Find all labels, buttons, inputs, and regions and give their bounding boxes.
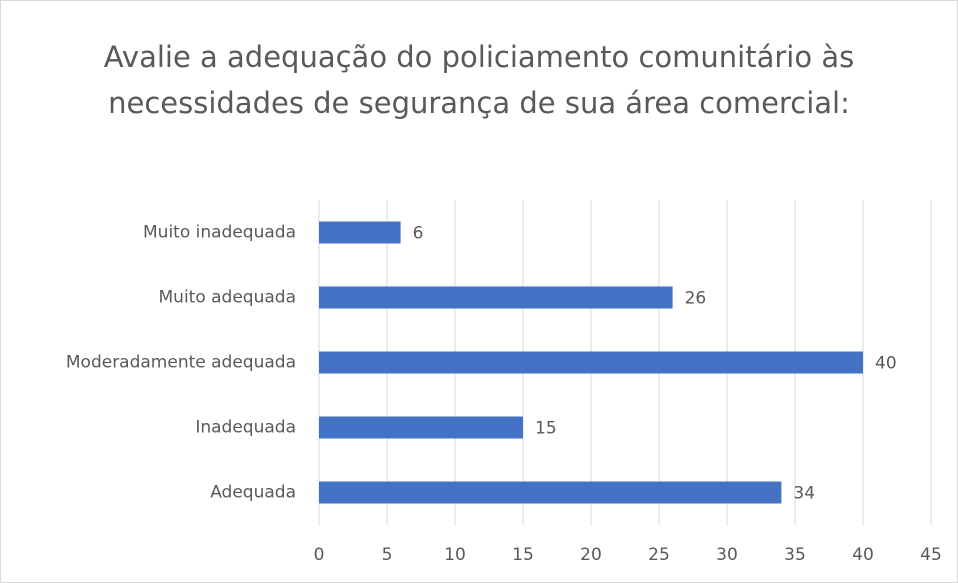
x-tick-label: 15 (512, 545, 534, 565)
x-tick-label: 10 (444, 545, 466, 565)
data-label: 26 (685, 289, 707, 309)
x-tick-label: 40 (852, 545, 874, 565)
x-tick-label: 20 (580, 545, 602, 565)
bar (319, 416, 523, 439)
data-label: 15 (535, 419, 557, 439)
chart-title: Avalie a adequação do policiamento comun… (103, 40, 855, 120)
x-tick-label: 45 (920, 545, 942, 565)
bar (319, 221, 401, 244)
x-tick-label: 0 (314, 545, 325, 565)
x-tick-label: 25 (648, 545, 670, 565)
data-label: 40 (875, 354, 897, 374)
y-tick-label: Adequada (210, 483, 296, 503)
y-tick-label: Muito adequada (159, 288, 297, 308)
y-tick-label: Inadequada (195, 418, 296, 438)
x-tick-label: 5 (382, 545, 393, 565)
x-tick-label: 30 (716, 545, 738, 565)
bar (319, 286, 673, 309)
bar (319, 351, 863, 374)
y-tick-label: Muito inadequada (143, 223, 296, 243)
data-label: 6 (413, 224, 424, 244)
bar (319, 481, 782, 504)
x-tick-label: 35 (784, 545, 806, 565)
data-label: 34 (793, 484, 815, 504)
y-tick-label: Moderadamente adequada (66, 353, 296, 373)
